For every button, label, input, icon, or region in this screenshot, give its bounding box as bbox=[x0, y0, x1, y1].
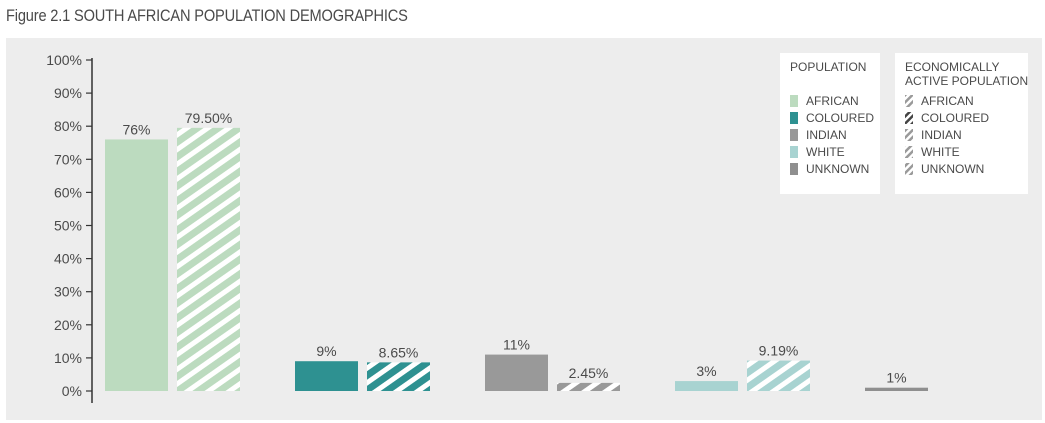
y-tick-label: 50% bbox=[54, 218, 82, 234]
y-tick-label: 100% bbox=[46, 52, 82, 68]
legend-item-label: UNKNOWN bbox=[921, 162, 984, 176]
bar-african-population bbox=[105, 139, 168, 391]
y-tick-label: 80% bbox=[54, 118, 82, 134]
y-tick-label: 10% bbox=[54, 350, 82, 366]
data-label: 11% bbox=[503, 337, 530, 353]
legend-title: ECONOMICALLY bbox=[905, 60, 999, 74]
bar-african-economically-active bbox=[177, 127, 240, 391]
data-label: 9.19% bbox=[759, 343, 799, 359]
bar-indian-population bbox=[485, 354, 548, 391]
data-label: 3% bbox=[696, 363, 716, 379]
legend-swatch bbox=[905, 112, 913, 124]
bar-indian-economically-active bbox=[557, 382, 620, 391]
bars bbox=[105, 127, 928, 391]
legend-item-label: WHITE bbox=[806, 145, 845, 159]
legend: POPULATION AFRICAN COLOURED INDIAN WHITE UNKN… bbox=[780, 53, 1028, 194]
legend-swatch bbox=[905, 163, 913, 175]
legend-swatch bbox=[790, 95, 798, 107]
figure-title: Figure 2.1 SOUTH AFRICAN POPULATION DEMO… bbox=[6, 6, 408, 25]
legend-swatch bbox=[790, 129, 798, 141]
legend-item-label: COLOURED bbox=[921, 111, 989, 125]
y-tick-label: 90% bbox=[54, 85, 82, 101]
chart-panel: 0% 10% 20% 30% 40% 50% 60% 70% 80% 90% 100% 76% 79.… bbox=[6, 38, 1042, 420]
bar-coloured-population bbox=[295, 361, 358, 391]
y-tick-label: 30% bbox=[54, 284, 82, 300]
legend-item-label: AFRICAN bbox=[921, 94, 974, 108]
data-label: 9% bbox=[316, 343, 336, 359]
data-label: 2.45% bbox=[569, 365, 609, 381]
y-tick-label: 20% bbox=[54, 317, 82, 333]
bar-chart: 0% 10% 20% 30% 40% 50% 60% 70% 80% 90% 100% 76% 79.… bbox=[46, 52, 1028, 403]
legend-swatch bbox=[790, 112, 798, 124]
legend-item-label: COLOURED bbox=[806, 111, 874, 125]
legend-item-label: INDIAN bbox=[921, 128, 962, 142]
legend-population: POPULATION AFRICAN COLOURED INDIAN WHITE UNKN… bbox=[780, 53, 880, 194]
y-tick-label: 40% bbox=[54, 251, 82, 267]
data-label: 76% bbox=[122, 121, 150, 137]
legend-item-label: INDIAN bbox=[806, 128, 847, 142]
legend-swatch bbox=[905, 129, 913, 141]
legend-item-label: AFRICAN bbox=[806, 94, 859, 108]
y-axis: 0% 10% 20% 30% 40% 50% 60% 70% 80% 90% 100% bbox=[46, 52, 93, 403]
y-tick-label: 0% bbox=[62, 383, 82, 399]
data-labels: 76% 79.50% 9% 8.65% 11% 2.45% 3% 9.19% 1% bbox=[122, 110, 906, 386]
legend-item-label: WHITE bbox=[921, 145, 960, 159]
legend-swatch bbox=[905, 146, 913, 158]
bar-unknown-population bbox=[865, 387, 928, 391]
data-label: 8.65% bbox=[379, 344, 419, 360]
data-label: 1% bbox=[886, 370, 906, 386]
legend-swatch bbox=[790, 146, 798, 158]
bar-coloured-economically-active bbox=[367, 362, 430, 391]
legend-item-label: UNKNOWN bbox=[806, 162, 869, 176]
bar-white-population bbox=[675, 381, 738, 391]
legend-title: POPULATION bbox=[790, 60, 866, 74]
legend-title: ACTIVE POPULATION bbox=[905, 74, 1028, 88]
bar-white-economically-active bbox=[747, 360, 810, 391]
y-tick-label: 70% bbox=[54, 151, 82, 167]
data-label: 79.50% bbox=[185, 110, 232, 126]
y-tick-label: 60% bbox=[54, 184, 82, 200]
legend-swatch bbox=[790, 163, 798, 175]
legend-swatch bbox=[905, 95, 913, 107]
